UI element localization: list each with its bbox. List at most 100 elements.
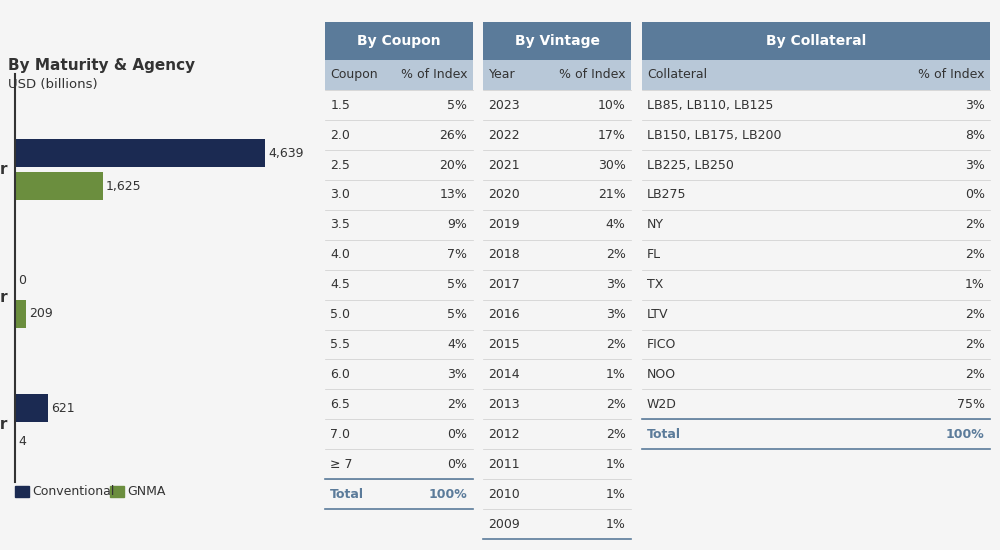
Bar xyxy=(15,486,29,497)
Text: By Maturity & Agency: By Maturity & Agency xyxy=(8,58,195,73)
Text: 2010: 2010 xyxy=(489,488,520,501)
Text: 2%: 2% xyxy=(965,338,985,351)
Text: 15 Year: 15 Year xyxy=(0,417,8,432)
Text: FL: FL xyxy=(647,248,661,261)
Text: 0%: 0% xyxy=(447,458,467,471)
Text: By Collateral: By Collateral xyxy=(766,34,866,47)
Text: GNMA: GNMA xyxy=(128,485,166,498)
Text: LB275: LB275 xyxy=(647,189,686,201)
Text: ≥ 7: ≥ 7 xyxy=(330,458,353,471)
Text: 4,639: 4,639 xyxy=(268,147,304,159)
Text: 3%: 3% xyxy=(447,368,467,381)
Text: 17%: 17% xyxy=(598,129,626,141)
Text: 5.0: 5.0 xyxy=(330,308,350,321)
Text: 5.5: 5.5 xyxy=(330,338,350,351)
Text: 2013: 2013 xyxy=(489,398,520,411)
Text: 4%: 4% xyxy=(447,338,467,351)
Text: 1,625: 1,625 xyxy=(106,180,141,193)
Text: % of Index: % of Index xyxy=(918,68,985,81)
Text: By Coupon: By Coupon xyxy=(357,34,441,47)
Text: 6.0: 6.0 xyxy=(330,368,350,381)
Bar xyxy=(483,59,631,90)
Text: 21%: 21% xyxy=(598,189,626,201)
Bar xyxy=(325,21,473,59)
Bar xyxy=(110,486,124,497)
Text: USD (billions): USD (billions) xyxy=(8,78,97,91)
Text: 9%: 9% xyxy=(447,218,467,232)
Text: Year: Year xyxy=(489,68,515,81)
Text: 0%: 0% xyxy=(447,428,467,441)
Text: 4%: 4% xyxy=(606,218,626,232)
Text: 2%: 2% xyxy=(965,248,985,261)
Bar xyxy=(15,172,103,200)
Text: 20%: 20% xyxy=(439,158,467,172)
Text: 5%: 5% xyxy=(447,308,467,321)
Text: 8%: 8% xyxy=(965,129,985,141)
Text: LB150, LB175, LB200: LB150, LB175, LB200 xyxy=(647,129,781,141)
Text: 13%: 13% xyxy=(440,189,467,201)
Text: 75%: 75% xyxy=(957,398,985,411)
Text: 30%: 30% xyxy=(598,158,626,172)
Text: 3%: 3% xyxy=(606,278,626,291)
Text: 1%: 1% xyxy=(606,368,626,381)
Text: 209: 209 xyxy=(29,307,53,321)
Text: 2%: 2% xyxy=(965,218,985,232)
Text: 2.5: 2.5 xyxy=(330,158,350,172)
Text: 100%: 100% xyxy=(429,488,467,501)
Text: 2016: 2016 xyxy=(489,308,520,321)
Text: 1%: 1% xyxy=(606,458,626,471)
Text: 2020: 2020 xyxy=(489,189,520,201)
Bar xyxy=(15,300,26,328)
Text: NY: NY xyxy=(647,218,664,232)
Text: 4.0: 4.0 xyxy=(330,248,350,261)
Text: 2015: 2015 xyxy=(489,338,520,351)
Text: 6.5: 6.5 xyxy=(330,398,350,411)
Text: 26%: 26% xyxy=(440,129,467,141)
Text: 2%: 2% xyxy=(606,248,626,261)
Text: 0%: 0% xyxy=(965,189,985,201)
Text: 2009: 2009 xyxy=(489,518,520,531)
Text: 3%: 3% xyxy=(606,308,626,321)
Text: 3%: 3% xyxy=(965,98,985,112)
Text: Conventional: Conventional xyxy=(32,485,115,498)
Text: Total: Total xyxy=(330,488,364,501)
Text: 1%: 1% xyxy=(606,488,626,501)
Text: 2%: 2% xyxy=(965,308,985,321)
Text: 2%: 2% xyxy=(447,398,467,411)
Text: Collateral: Collateral xyxy=(647,68,707,81)
Text: 2%: 2% xyxy=(606,338,626,351)
Bar xyxy=(15,139,265,167)
Text: By Vintage: By Vintage xyxy=(515,34,600,47)
Bar xyxy=(15,394,48,422)
Text: 100%: 100% xyxy=(946,428,985,441)
Text: 3.0: 3.0 xyxy=(330,189,350,201)
Text: 10%: 10% xyxy=(598,98,626,112)
Text: 2018: 2018 xyxy=(489,248,520,261)
Text: 30 Year: 30 Year xyxy=(0,162,8,177)
Text: Coupon: Coupon xyxy=(330,68,378,81)
Text: TX: TX xyxy=(647,278,663,291)
Text: 621: 621 xyxy=(51,402,75,415)
Text: 2.0: 2.0 xyxy=(330,129,350,141)
Text: 1%: 1% xyxy=(606,518,626,531)
Text: LTV: LTV xyxy=(647,308,668,321)
Text: 2%: 2% xyxy=(606,398,626,411)
Text: 2%: 2% xyxy=(606,428,626,441)
Text: 1.5: 1.5 xyxy=(330,98,350,112)
Text: 1%: 1% xyxy=(965,278,985,291)
Text: 2011: 2011 xyxy=(489,458,520,471)
Bar xyxy=(483,21,631,59)
Text: 5%: 5% xyxy=(447,98,467,112)
Text: 2014: 2014 xyxy=(489,368,520,381)
Text: Total: Total xyxy=(647,428,681,441)
Text: 5%: 5% xyxy=(447,278,467,291)
Text: 3.5: 3.5 xyxy=(330,218,350,232)
Text: % of Index: % of Index xyxy=(559,68,626,81)
Text: LB225, LB250: LB225, LB250 xyxy=(647,158,734,172)
Text: 0: 0 xyxy=(18,274,26,287)
Text: % of Index: % of Index xyxy=(401,68,467,81)
Text: 3%: 3% xyxy=(965,158,985,172)
Text: 2023: 2023 xyxy=(489,98,520,112)
Text: 20 Year: 20 Year xyxy=(0,290,8,305)
Bar xyxy=(642,59,990,90)
